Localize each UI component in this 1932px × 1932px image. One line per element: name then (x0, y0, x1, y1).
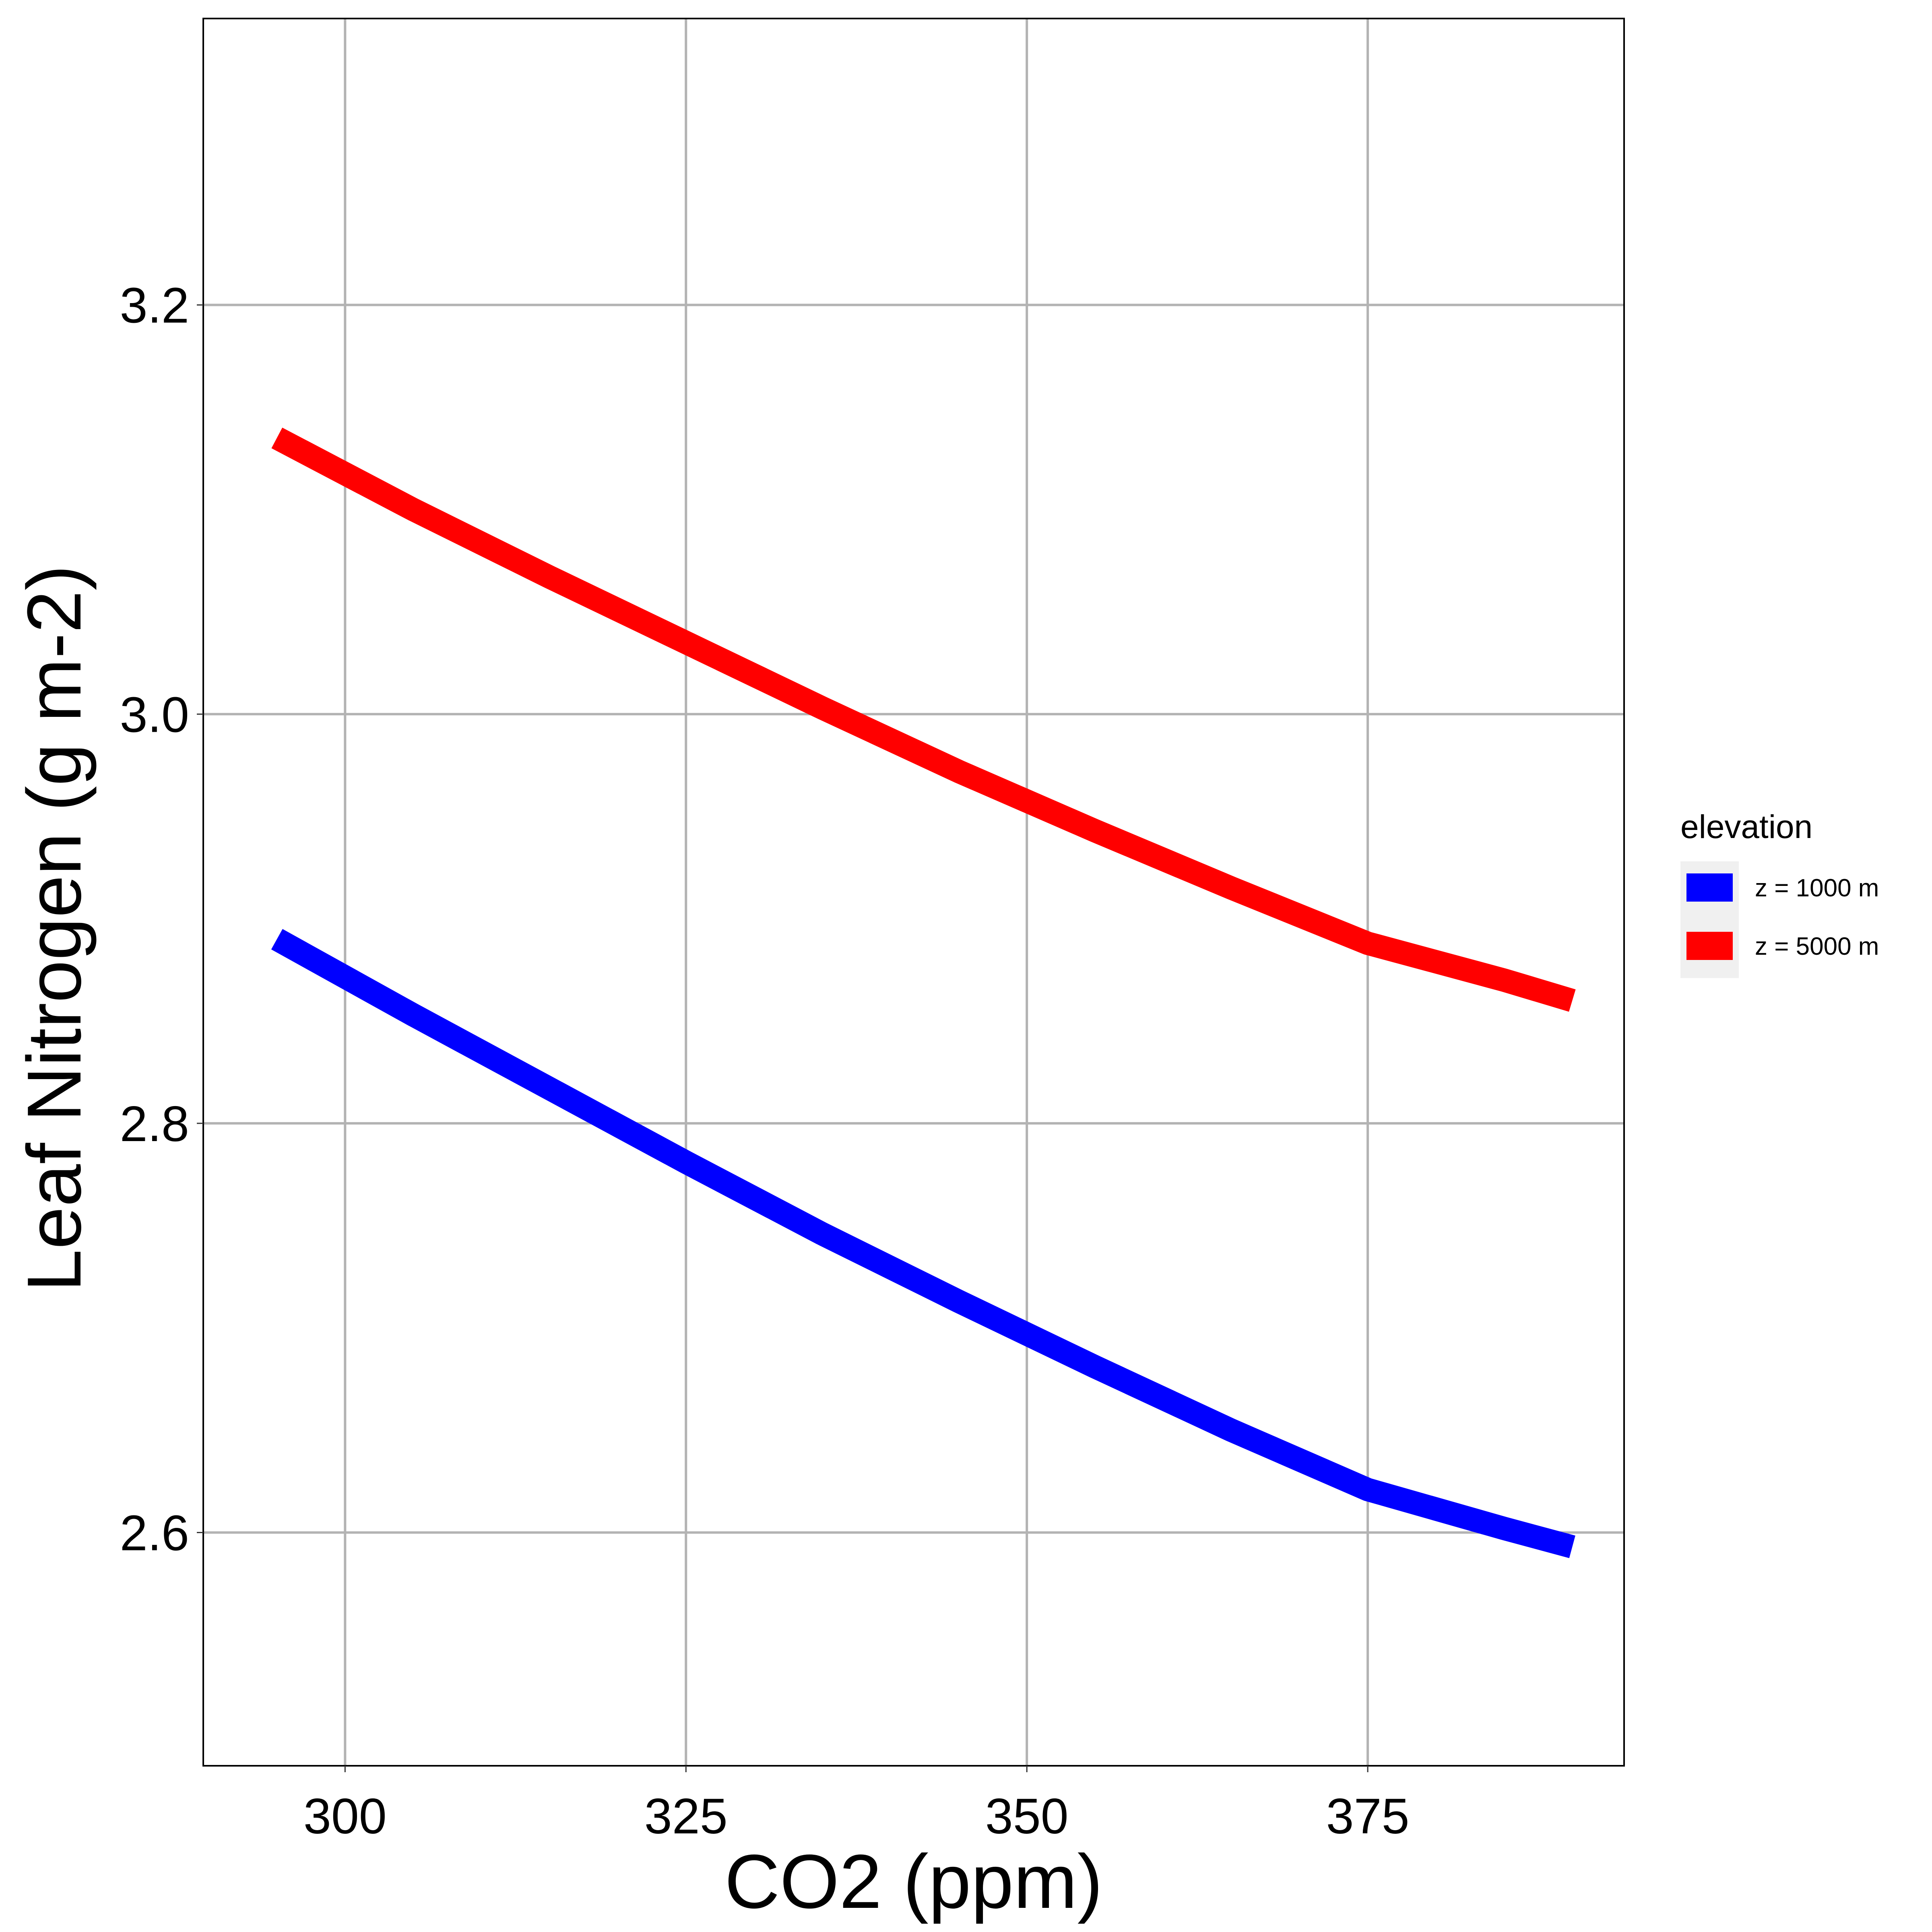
series-line-1 (271, 929, 1575, 1558)
legend-key-1 (1686, 873, 1733, 902)
x-tick-label: 325 (644, 1789, 728, 1844)
axis-ticks: 300 325 350 375 2.6 2.8 3.0 3.2 (120, 278, 1410, 1844)
legend-items: z = 1000 m z = 5000 m (1686, 873, 1879, 960)
y-tick-label: 2.6 (120, 1506, 189, 1561)
legend: elevation z = 1000 m z = 5000 m (1680, 809, 1879, 978)
x-axis-title: CO2 (ppm) (724, 1839, 1103, 1924)
legend-label-2: z = 5000 m (1755, 933, 1879, 960)
y-tick-label: 2.8 (120, 1096, 189, 1152)
y-axis-title: Leaf Nitrogen (g m-2) (12, 565, 97, 1292)
plot-panel-border (202, 18, 1625, 1767)
x-tick-label: 350 (985, 1789, 1069, 1844)
series-layer (271, 427, 1576, 1558)
grid (203, 19, 1624, 1766)
series-line-2 (271, 427, 1576, 1012)
legend-key-2 (1686, 932, 1733, 960)
y-tick-label: 3.0 (120, 687, 189, 743)
x-tick-label: 300 (303, 1789, 387, 1844)
legend-title: elevation (1680, 809, 1812, 845)
legend-label-1: z = 1000 m (1755, 874, 1879, 902)
x-tick-label: 375 (1326, 1789, 1410, 1844)
y-tick-label: 3.2 (120, 278, 189, 334)
